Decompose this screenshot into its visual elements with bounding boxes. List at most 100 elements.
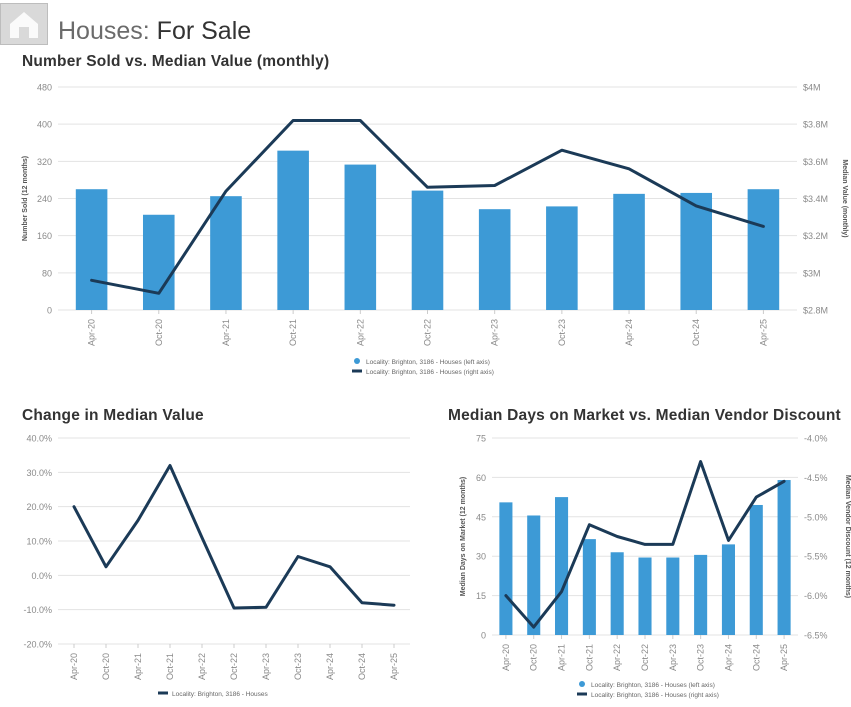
page-title-prefix: Houses: <box>58 17 150 45</box>
c2-legend-label: Locality: Brighton, 3186 - Houses (right… <box>591 692 719 699</box>
c0-series-line <box>90 119 765 295</box>
c2-bar <box>721 544 735 635</box>
c0-bar <box>344 164 377 310</box>
c1-x-tick-label: Oct-21 <box>165 653 175 680</box>
c2-bar <box>749 504 763 635</box>
c1-y-tick-label: 0.0% <box>31 571 52 581</box>
c2-bar <box>555 497 569 635</box>
c0-bar <box>75 189 108 310</box>
c2-y-tick-label: 60 <box>476 473 486 483</box>
c2-x-tick-label: Apr-23 <box>668 644 678 671</box>
c1-x-tick-label: Apr-25 <box>389 653 399 680</box>
c1-x-tick-label: Oct-23 <box>293 653 303 680</box>
c0-y-tick-label: 400 <box>37 120 52 130</box>
c2-bar <box>777 480 791 635</box>
c0-x-tick-label: Oct-20 <box>154 319 164 346</box>
c0-bar <box>478 209 511 310</box>
c2-y-tick-label: 15 <box>476 591 486 601</box>
c1-x-tick-label: Apr-20 <box>69 653 79 680</box>
c1-y-tick-label: 10.0% <box>26 537 52 547</box>
c0-x-tick-label: Oct-24 <box>691 319 701 346</box>
c0-legend-marker-bar <box>354 358 360 364</box>
c1-x-tick-label: Oct-22 <box>229 653 239 680</box>
c0-legend-label: Locality: Brighton, 3186 - Houses (right… <box>366 369 494 376</box>
c2-x-tick-label: Oct-22 <box>640 644 650 671</box>
c0-y-tick-label: 240 <box>37 194 52 204</box>
c0-y-tick-label: 320 <box>37 157 52 167</box>
c0-y-right-tick-label: $4M <box>803 83 821 93</box>
c0-y-axis-title: Number Sold (12 months) <box>22 156 29 241</box>
c0-x-tick-label: Apr-25 <box>758 319 768 346</box>
c1-legend-marker-line <box>158 691 168 695</box>
c0-y-right-tick-label: $3.4M <box>803 194 828 204</box>
c0-y-right-tick-label: $3.2M <box>803 231 828 241</box>
c2-y-right-tick-label: -5.5% <box>804 552 828 562</box>
c0-y-right-tick-label: $3.6M <box>803 157 828 167</box>
c2-y-tick-label: 30 <box>476 552 486 562</box>
chart-title-days-vs-discount: Median Days on Market vs. Median Vendor … <box>448 407 841 424</box>
c1-series-line <box>72 464 396 610</box>
chart-title-change-median: Change in Median Value <box>22 407 204 424</box>
c0-x-tick-label: Apr-21 <box>221 319 231 346</box>
c2-legend-marker-line <box>577 692 587 696</box>
c1-x-tick-label: Apr-22 <box>197 653 207 680</box>
c2-bar <box>582 539 596 635</box>
chart-title-sold-vs-value: Number Sold vs. Median Value (monthly) <box>22 53 330 70</box>
c0-bar <box>613 193 645 310</box>
c2-legend-marker-bar <box>579 681 585 687</box>
c2-y-right-tick-label: -6.5% <box>804 631 828 641</box>
c0-x-tick-label: Oct-23 <box>557 319 567 346</box>
c1-legend-label: Locality: Brighton, 3186 - Houses <box>172 691 268 698</box>
c0-y-tick-label: 480 <box>37 83 52 93</box>
c2-series-line <box>504 460 786 629</box>
c0-bar <box>546 206 578 310</box>
c0-y-tick-label: 160 <box>37 231 52 241</box>
c0-x-tick-label: Apr-23 <box>490 319 500 346</box>
c0-y-right-tick-label: $3M <box>803 268 821 278</box>
c0-bar <box>747 189 780 310</box>
house-icon <box>0 3 48 45</box>
c2-legend-label: Locality: Brighton, 3186 - Houses (left … <box>591 682 715 689</box>
c2-bar <box>610 552 624 635</box>
c2-bar <box>694 554 708 635</box>
c2-y-tick-label: 0 <box>481 631 486 641</box>
c2-x-tick-label: Oct-20 <box>529 644 539 671</box>
c2-y-right-tick-label: -4.5% <box>804 473 828 483</box>
c2-bar <box>666 557 680 635</box>
c0-legend-marker-line <box>352 369 362 373</box>
c0-x-tick-label: Apr-24 <box>624 319 634 346</box>
c0-bar <box>210 196 242 310</box>
c2-y-right-tick-label: -5.0% <box>804 512 828 522</box>
c0-bar <box>277 150 309 310</box>
c0-x-tick-label: Apr-22 <box>355 319 365 346</box>
c0-x-tick-label: Apr-20 <box>87 319 97 346</box>
c2-y-right-tick-label: -4.0% <box>804 434 828 444</box>
c0-x-tick-label: Oct-21 <box>288 319 298 346</box>
c1-x-tick-label: Apr-23 <box>261 653 271 680</box>
c0-bar <box>142 214 175 310</box>
c2-x-tick-label: Oct-24 <box>751 644 761 671</box>
page-title: Houses: For Sale <box>58 17 251 45</box>
c2-y-right-tick-label: -6.0% <box>804 591 828 601</box>
c2-y-tick-label: 75 <box>476 434 486 444</box>
c1-y-tick-label: 30.0% <box>26 468 52 478</box>
c0-y-tick-label: 80 <box>42 268 52 278</box>
c2-bar <box>527 515 541 635</box>
c1-y-tick-label: 20.0% <box>26 502 52 512</box>
c1-y-tick-label: -10.0% <box>23 605 52 615</box>
c1-x-tick-label: Apr-21 <box>133 653 143 680</box>
c1-x-tick-label: Oct-24 <box>357 653 367 680</box>
c2-y-tick-label: 45 <box>476 512 486 522</box>
c0-bar <box>680 192 713 310</box>
c2-x-tick-label: Oct-23 <box>696 644 706 671</box>
c2-y-axis-title: Median Days on Market (12 months) <box>460 477 467 596</box>
c2-y-right-axis-title: Median Vendor Discount (12 months) <box>844 475 851 598</box>
c2-x-tick-label: Oct-21 <box>584 644 594 671</box>
c0-bar <box>411 190 444 310</box>
c2-bar <box>499 502 513 635</box>
c1-y-tick-label: -20.0% <box>23 640 52 650</box>
c0-legend-label: Locality: Brighton, 3186 - Houses (left … <box>366 359 490 366</box>
c2-x-tick-label: Apr-24 <box>723 644 733 671</box>
c0-y-right-axis-title: Median Value (monthly) <box>841 159 848 237</box>
